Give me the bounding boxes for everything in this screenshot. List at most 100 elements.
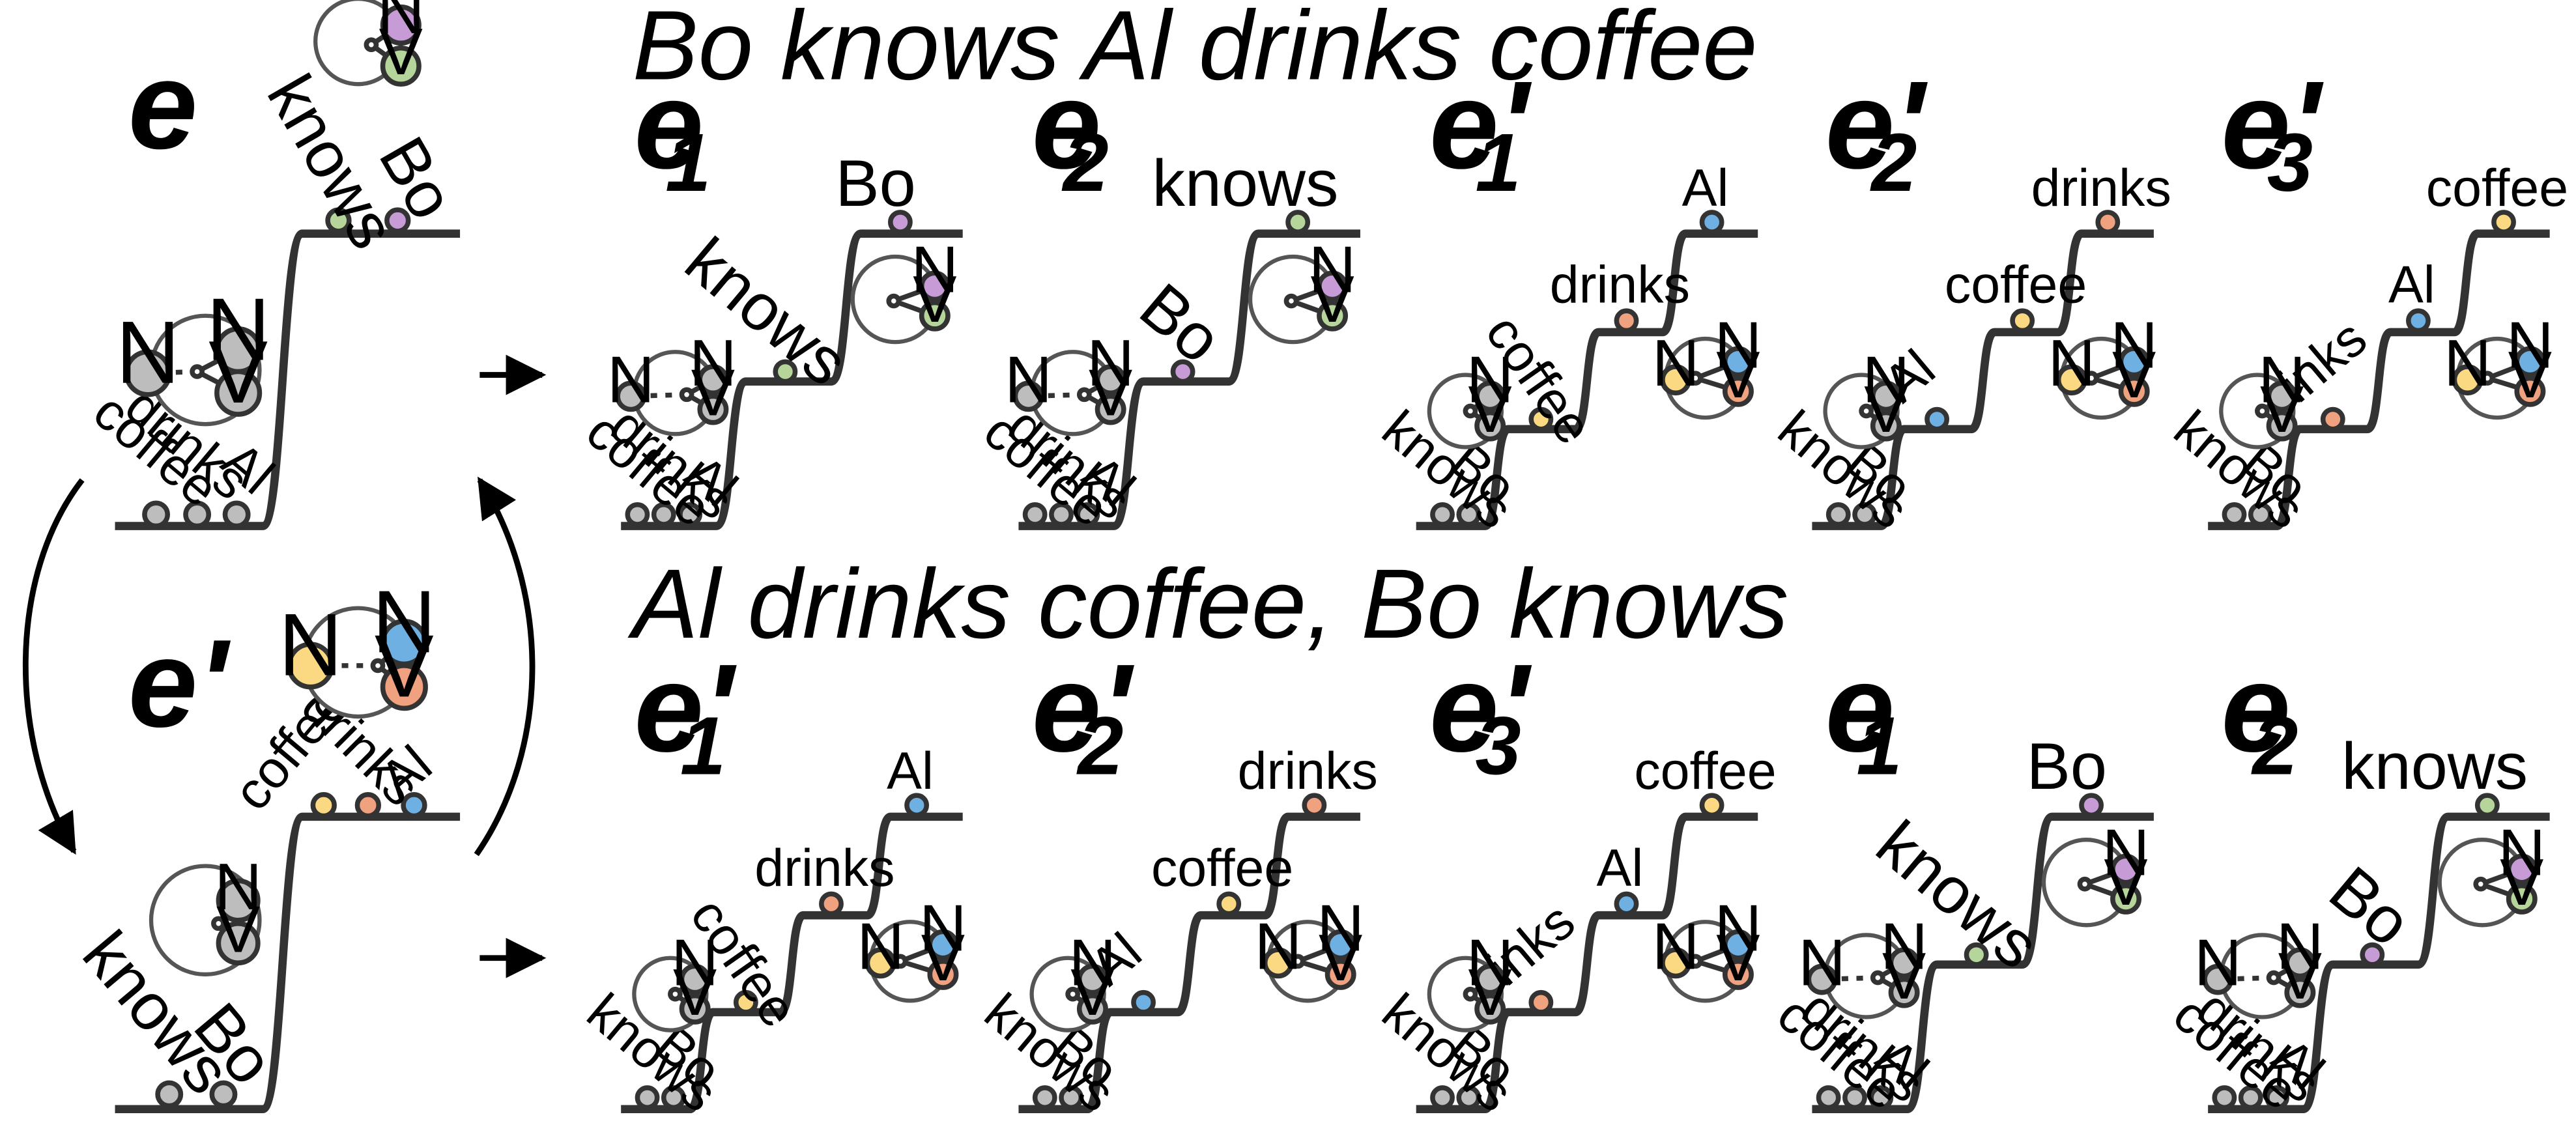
al-dot [2406,308,2431,333]
svg-text:e': e' [128,614,231,753]
schema-node-v [380,663,428,711]
svg-text:e: e [634,55,704,195]
grey-dot [1059,1085,1084,1111]
schema-grey: N NV [1005,327,1134,436]
bo-label: Bo [835,147,915,220]
schema-node-v [2514,375,2546,407]
schema-node-n [615,380,647,412]
schema-node-n [1095,364,1126,396]
grey-dot [2248,502,2273,527]
knows-dot [2474,793,2500,818]
schema-node-v [2118,375,2150,407]
episode-label: e1 [1825,638,1902,791]
schema-letter-n: N [857,910,904,983]
schema-bo-knows: NV [1248,233,1356,345]
schema-node-v [380,45,422,87]
schema-letter-n: N [1005,343,1052,416]
bo-dot [1170,359,1195,384]
schema-node-v [1888,976,1920,1008]
schema-letter-n: N [1254,910,1302,983]
coffee-dot [733,989,758,1015]
episode-label: e'1 [634,638,737,791]
schema-letter-n: N [2258,343,2306,416]
schema-node-n [2110,853,2142,885]
schema-node-v [679,993,711,1025]
schema-letter-n: N [911,233,958,306]
curved-arrow-down [22,478,85,855]
schema-grey: NV [1029,927,1116,1032]
coffee-dot [2010,308,2035,333]
bo-dot [384,207,411,234]
schema-e-stage: N NV [116,279,270,427]
schema-letter-n: N [1317,892,1364,965]
schema-node-v [1076,993,1108,1025]
schema-letter-v: V [2104,846,2147,919]
schema-node-n [380,4,422,46]
drinks-dot [1614,308,1639,333]
schema-e-top: NV [313,0,425,89]
episode-label: e'3 [2221,55,2324,208]
grey-dot [1868,1085,1894,1111]
schema-node-n [1324,929,1356,961]
schema-bo-knows: NV [2041,817,2149,928]
grey-dot [625,502,650,527]
al-dot [1699,210,1724,234]
schema-letter-v: V [1468,373,1512,446]
knows-dot [1285,210,1311,234]
schema-node-n [927,929,959,961]
svg-text:1: 1 [665,117,711,208]
episode-label: e'1 [1429,55,1532,208]
grey-dot [1075,502,1100,527]
schema-node-v [1870,410,1902,442]
schema-node-n [1660,364,1692,396]
schema-node-n [865,947,896,979]
schema-letter-n: N [919,892,967,965]
grey-dot [1852,502,1878,527]
schema-node-v [216,921,261,966]
svg-text:e': e' [1429,55,1532,195]
grey-dot [2265,1085,2289,1111]
svg-text:e: e [1825,638,1895,778]
bo-label: Bo [2316,853,2425,960]
coffee-dot [1699,793,1724,818]
schema-hub [1859,403,1874,419]
schema-letter-v: V [1319,922,1362,995]
schema-bo-knows: NV [850,233,958,345]
schema-node-v [697,393,729,425]
schema-hub [2255,403,2270,419]
svg-text:e': e' [2221,55,2324,195]
schema-node-n [1474,963,1506,995]
episode-label: e'3 [1429,638,1532,791]
schema-letter-v: V [921,922,965,995]
grey-dot [1816,1085,1841,1111]
bottom-heading: Al drinks coffee, Bo knows [627,549,1788,659]
schema-letter-v: V [1716,339,1760,412]
schema-node-v [1474,410,1506,442]
schema-node-v [927,959,959,990]
schema-hub [211,916,226,931]
schema-letter-n: N [2276,910,2324,983]
grey-dot [635,1085,660,1111]
coffee-dot [2491,210,2516,234]
schema-letter-n: N [2110,309,2158,382]
schema-letter-n: N [1880,910,1928,983]
schema-letter-v: V [2278,940,2322,1013]
schema-hub [1463,986,1478,1002]
schema-letter-v: V [1716,922,1760,995]
schema-node-n [2055,364,2087,396]
schema-letter-v: V [913,263,956,336]
schema-hub [190,364,205,379]
svg-text:e: e [1032,55,1102,195]
knows-label: knows [1152,147,1338,220]
svg-text:1: 1 [1475,117,1521,208]
schema-letter-n: N [372,572,436,671]
al-dot [904,793,930,818]
schema-letter-n: N [1467,343,1514,416]
episode-label: e' [128,614,231,753]
schema-letter-n: N [607,343,655,416]
svg-text:e: e [2221,638,2291,778]
schema-grey: N NV [2194,910,2324,1019]
schema-node-n [2514,346,2546,378]
drinks-label: drinks [1550,256,1690,315]
schema-letter-v: V [2112,339,2156,412]
